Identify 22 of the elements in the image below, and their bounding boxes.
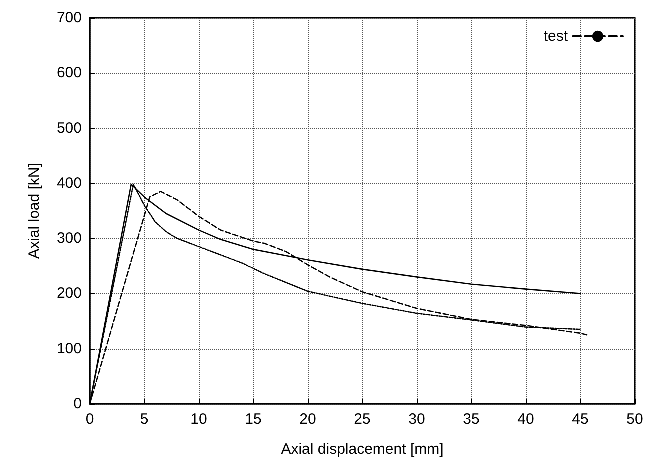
x-axis-title: Axial displacement [mm]: [281, 441, 444, 458]
x-tick-label: 35: [463, 411, 480, 428]
x-tick-label: 40: [518, 411, 534, 428]
x-tick-label: 50: [626, 411, 644, 428]
y-tick-label: 0: [74, 396, 82, 412]
x-tick-label: 15: [245, 411, 262, 428]
x-tick-label: 5: [140, 411, 149, 428]
legend-label: test: [544, 28, 569, 45]
x-tick-label: 10: [190, 411, 208, 428]
x-tick-label: 45: [572, 411, 589, 428]
x-tick-label: 20: [300, 411, 316, 428]
x-tick-label: 30: [408, 411, 426, 428]
y-tick-label: 200: [56, 285, 82, 302]
y-axis-title: Axial load [kN]: [26, 163, 43, 259]
x-tick-label: 0: [86, 411, 94, 428]
x-tick-label: 25: [354, 411, 371, 428]
y-tick-label: 100: [56, 340, 82, 358]
y-tick-label: 700: [56, 10, 82, 26]
y-tick-label: 500: [56, 120, 82, 137]
y-tick-label: 400: [56, 174, 82, 192]
y-tick-label: 600: [56, 64, 82, 82]
y-tick-label: 300: [56, 230, 82, 248]
